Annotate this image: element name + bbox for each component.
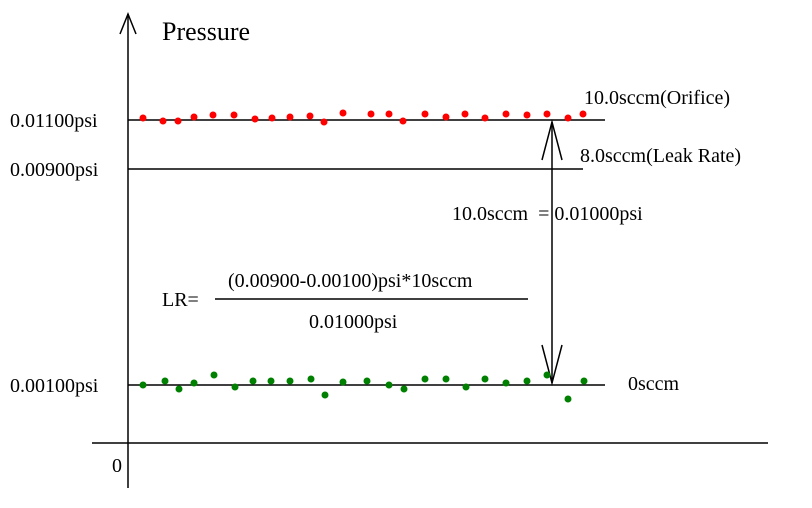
orifice-points xyxy=(139,109,587,126)
zero-point xyxy=(267,377,275,385)
y-axis-arrowhead xyxy=(119,11,137,35)
y-axis-label: Pressure xyxy=(162,17,250,46)
zero-point xyxy=(564,395,572,403)
zero-point xyxy=(190,379,198,387)
zero-point xyxy=(231,383,239,391)
span-arrow-bottom-head xyxy=(541,344,563,386)
orifice-point xyxy=(251,115,259,123)
orifice-point xyxy=(339,109,347,117)
formula-prefix: LR= xyxy=(162,289,199,311)
zero-point xyxy=(321,391,329,399)
zero-point xyxy=(543,371,551,379)
formula-denominator: 0.01000psi xyxy=(309,311,398,333)
orifice-point xyxy=(564,114,572,122)
zero-point xyxy=(421,375,429,383)
orifice-point xyxy=(286,113,294,121)
formula-numerator: (0.00900-0.00100)psi*10sccm xyxy=(228,270,473,292)
orifice-point xyxy=(543,110,551,118)
zero-point xyxy=(481,375,489,383)
orifice-point xyxy=(268,114,276,122)
orifice-point xyxy=(174,117,182,125)
orifice-point xyxy=(579,110,587,118)
orifice-point xyxy=(442,113,450,121)
orifice-point xyxy=(481,114,489,122)
zero-flow-label: 0sccm xyxy=(628,373,680,395)
orifice-flow-label: 10.0sccm(Orifice) xyxy=(584,87,730,109)
orifice-point xyxy=(306,112,314,120)
zero-point xyxy=(249,377,257,385)
leak-value-label: 0.00900psi xyxy=(10,159,99,181)
zero-point xyxy=(161,377,169,385)
zero-point xyxy=(139,381,147,389)
orifice-point xyxy=(320,118,328,126)
orifice-point xyxy=(523,111,531,119)
orifice-point xyxy=(385,110,393,118)
zero-point xyxy=(462,383,470,391)
origin-label: 0 xyxy=(112,455,122,477)
zero-point xyxy=(210,371,218,379)
zero-point xyxy=(580,377,588,385)
orifice-point xyxy=(421,110,429,118)
orifice-point xyxy=(367,110,375,118)
orifice-point xyxy=(209,111,217,119)
zero-point xyxy=(175,385,183,393)
orifice-point xyxy=(159,117,167,125)
orifice-point xyxy=(230,111,238,119)
zero-point xyxy=(385,381,393,389)
orifice-point xyxy=(502,110,510,118)
orifice-value-label: 0.01100psi xyxy=(10,110,98,132)
zero-point xyxy=(442,375,450,383)
orifice-point xyxy=(139,114,147,122)
span-arrow-top-head xyxy=(541,119,563,161)
zero-point xyxy=(363,377,371,385)
zero-point xyxy=(400,385,408,393)
orifice-point xyxy=(461,110,469,118)
orifice-point xyxy=(190,113,198,121)
span-label: 10.0sccm = 0.01000psi xyxy=(452,203,643,225)
zero-point xyxy=(286,377,294,385)
leak-flow-label: 8.0sccm(Leak Rate) xyxy=(580,145,741,167)
zero-points xyxy=(139,371,588,403)
zero-point xyxy=(502,379,510,387)
zero-point xyxy=(339,378,347,386)
orifice-point xyxy=(399,117,407,125)
zero-value-label: 0.00100psi xyxy=(10,375,99,397)
zero-point xyxy=(523,377,531,385)
zero-point xyxy=(307,375,315,383)
